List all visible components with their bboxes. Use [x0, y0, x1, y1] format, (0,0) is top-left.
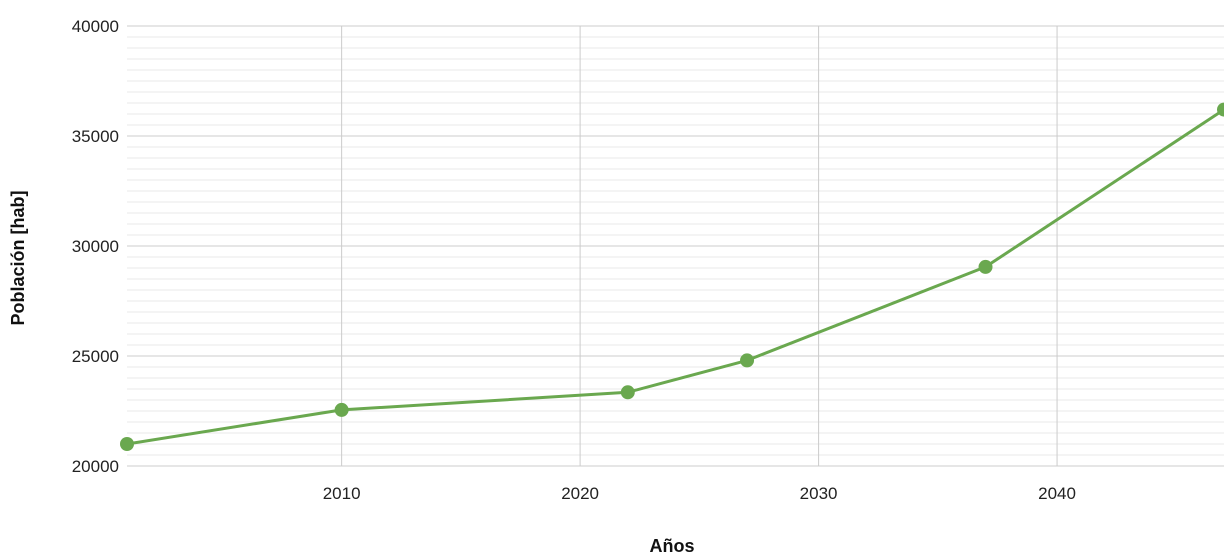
- y-axis-tick-labels: 20000 25000 30000 35000 40000: [72, 17, 119, 476]
- data-point: [334, 402, 349, 417]
- data-point: [620, 385, 635, 400]
- major-gridlines: [127, 25, 1224, 467]
- x-tick-label: 2030: [800, 484, 838, 503]
- x-axis-tick-labels: 2010 2020 2030 2040: [323, 484, 1076, 503]
- series-group: [120, 102, 1224, 451]
- data-point: [1217, 102, 1224, 117]
- y-axis-title: Población [hab]: [8, 191, 28, 326]
- data-point: [978, 259, 993, 274]
- x-tick-label: 2040: [1038, 484, 1076, 503]
- x-tick-label: 2020: [561, 484, 599, 503]
- y-tick-label: 20000: [72, 457, 119, 476]
- y-tick-label: 25000: [72, 347, 119, 366]
- series-line: [126, 108, 1224, 446]
- y-tick-label: 30000: [72, 237, 119, 256]
- x-axis-title: Años: [650, 536, 695, 556]
- data-point: [740, 353, 755, 368]
- minor-gridlines: [127, 36, 1224, 456]
- y-tick-label: 40000: [72, 17, 119, 36]
- x-tick-label: 2010: [323, 484, 361, 503]
- y-tick-label: 35000: [72, 127, 119, 146]
- data-point: [120, 437, 134, 451]
